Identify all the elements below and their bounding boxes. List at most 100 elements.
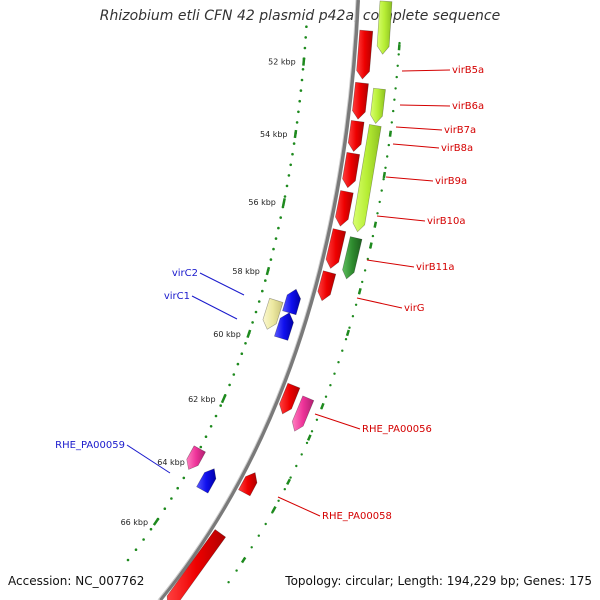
- gc-dot: [363, 269, 367, 272]
- gc-dot: [378, 200, 381, 204]
- gene-label[interactable]: virG: [404, 303, 425, 314]
- map-title: Rhizobium etli CFN 42 plasmid p42a, comp…: [99, 8, 501, 24]
- cds-arrow-forward: [356, 29, 374, 80]
- scale-dot: [295, 121, 299, 124]
- cds-arrow-yellow: [262, 297, 284, 330]
- gc-tick: [345, 329, 351, 337]
- cds-arrow-forward: [342, 152, 361, 189]
- cds-arrow-forward: [347, 120, 365, 152]
- scale-label: 60 kbp: [213, 330, 241, 339]
- scale-tick: [152, 517, 160, 526]
- gc-dot: [397, 53, 400, 56]
- gc-dot: [315, 418, 319, 421]
- label-leaders: [126, 69, 451, 517]
- scale-dot: [163, 507, 167, 511]
- cds-arrow-forward: [279, 382, 301, 415]
- leader-line: [376, 215, 426, 222]
- gene-label[interactable]: virB6a: [452, 101, 484, 112]
- scale-dot: [272, 247, 275, 251]
- gc-tick: [286, 478, 291, 486]
- gc-tick: [320, 402, 325, 410]
- gc-dot: [382, 178, 385, 181]
- scale-dot: [304, 36, 308, 39]
- cds-arrow-forward: [238, 472, 258, 497]
- gc-dot: [250, 546, 253, 549]
- scale-tick: [293, 129, 298, 139]
- gene-label[interactable]: virB10a: [427, 216, 466, 227]
- scale-tick: [302, 57, 306, 66]
- scale-dot: [126, 558, 130, 562]
- gc-dot: [395, 75, 398, 79]
- scale-dot: [236, 362, 240, 366]
- gc-dot: [305, 441, 309, 445]
- scale-dot: [232, 373, 236, 376]
- cds-arrow-light: [376, 0, 393, 55]
- plasmid-backbone-highlight: [157, 0, 357, 600]
- gc-dot: [392, 109, 395, 113]
- gc-dot: [235, 569, 238, 572]
- gc-tick: [373, 221, 378, 228]
- scale-dot: [301, 68, 305, 71]
- gc-tick: [368, 242, 373, 249]
- scale-dot: [291, 152, 294, 156]
- gc-tick: [357, 287, 362, 295]
- scale-dot: [277, 226, 280, 230]
- gene-label[interactable]: RHE_PA00056: [362, 424, 432, 435]
- scale-dot: [214, 414, 218, 418]
- scale-dot: [142, 538, 145, 541]
- scale-dot: [204, 435, 208, 439]
- gene-label[interactable]: virC2: [172, 268, 198, 279]
- gc-dot: [300, 453, 303, 456]
- gc-dot: [376, 212, 379, 215]
- gene-label[interactable]: virC1: [164, 291, 190, 302]
- scale-dot: [285, 184, 289, 188]
- gc-tick: [382, 171, 387, 179]
- gc-dot: [351, 315, 355, 318]
- scale-dot: [240, 352, 244, 356]
- gc-dot: [264, 522, 267, 526]
- leader-line: [395, 126, 443, 131]
- scale-ruler: [126, 25, 308, 562]
- gc-dot: [257, 534, 260, 537]
- scale-dot: [303, 46, 307, 50]
- scale-dot: [269, 258, 273, 261]
- gc-dot: [384, 166, 387, 169]
- gc-dot: [329, 384, 332, 387]
- cds-arrow-forward: [352, 81, 369, 120]
- cds-arrow-blue: [274, 312, 294, 341]
- leader-line: [126, 444, 171, 474]
- cds-arrow-forward: [166, 529, 227, 600]
- scale-dot: [305, 25, 308, 29]
- scale-dot: [281, 205, 285, 209]
- gc-dot: [310, 430, 314, 433]
- scale-dot: [299, 89, 303, 92]
- scale-label: 54 kbp: [260, 130, 288, 139]
- leader-line: [366, 259, 415, 268]
- plasmid-backbone: [158, 0, 360, 600]
- gc-dot: [295, 464, 298, 468]
- gc-dot: [386, 155, 389, 158]
- scale-dot: [298, 99, 302, 103]
- gene-label[interactable]: virB5a: [452, 65, 484, 76]
- scale-dot: [264, 279, 267, 282]
- gene-label[interactable]: virB8a: [441, 143, 473, 154]
- scale-label: 56 kbp: [248, 198, 276, 207]
- scale-tick: [220, 394, 227, 404]
- scale-dot: [134, 548, 138, 551]
- gc-dot: [344, 338, 348, 341]
- leader-line: [401, 69, 451, 72]
- cds-arrow-blue: [282, 288, 301, 316]
- gc-dot: [283, 488, 286, 491]
- gene-label[interactable]: virB9a: [435, 176, 467, 187]
- accession-text: Accession: NC_007762: [8, 574, 145, 588]
- gc-dot: [390, 121, 393, 124]
- cds-arrow-forward: [325, 228, 347, 269]
- gene-label[interactable]: virB11a: [416, 262, 455, 273]
- topology-summary: Topology: circular; Length: 194,229 bp; …: [285, 574, 592, 588]
- gene-label[interactable]: RHE_PA00059: [55, 440, 125, 451]
- leader-line: [385, 176, 434, 182]
- gene-label[interactable]: RHE_PA00058: [322, 511, 392, 522]
- gc-dot: [361, 280, 364, 284]
- scale-label: 64 kbp: [157, 458, 185, 467]
- gene-label[interactable]: virB7a: [444, 125, 476, 136]
